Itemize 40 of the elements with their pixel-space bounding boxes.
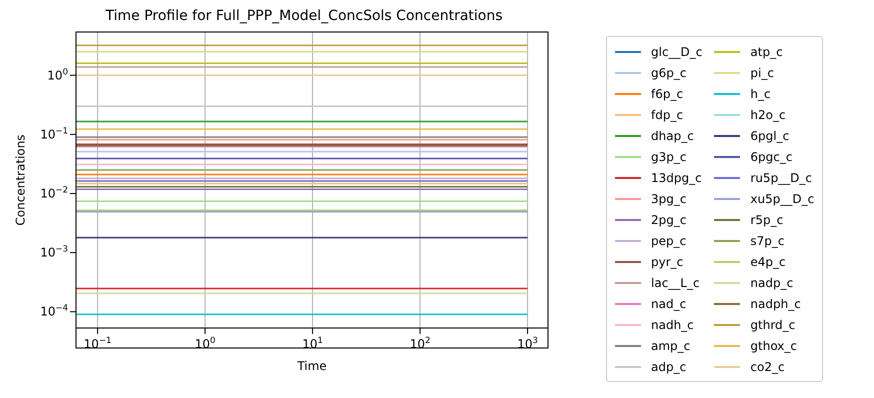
- legend-label: nadph_c: [750, 296, 801, 310]
- legend-label: gthox_c: [750, 338, 797, 352]
- y-tick-label: 10$^{−4}$: [40, 304, 68, 319]
- y-tick-label: 10$^{0}$: [47, 67, 68, 82]
- legend-label: f6p_c: [651, 86, 684, 100]
- legend-label: 13dpg_c: [651, 170, 702, 184]
- y-tick-label: 10$^{−1}$: [40, 126, 68, 142]
- legend-label: dhap_c: [651, 128, 694, 142]
- legend-label: e4p_c: [750, 254, 786, 268]
- legend-label: pep_c: [651, 234, 686, 248]
- legend-label: nadh_c: [651, 318, 694, 332]
- y-axis-title: Concentrations: [13, 134, 28, 226]
- legend-label: 6pgl_c: [750, 128, 790, 142]
- legend-label: atp_c: [750, 44, 783, 58]
- legend-label: r5p_c: [750, 212, 784, 226]
- legend-label: nad_c: [651, 296, 686, 310]
- legend-label: glc__D_c: [651, 44, 702, 58]
- x-axis-title: Time: [296, 359, 327, 373]
- legend-label: amp_c: [651, 338, 690, 352]
- chart-title: Time Profile for Full_PPP_Model_ConcSols Concentrations: [104, 8, 504, 24]
- legend-label: gthrd_c: [750, 318, 796, 332]
- legend-label: adp_c: [651, 360, 686, 374]
- y-tick-label: 10$^{−3}$: [40, 244, 68, 260]
- legend-label: fdp_c: [651, 108, 684, 122]
- legend-label: xu5p__D_c: [750, 192, 814, 206]
- legend-label: ru5p__D_c: [750, 170, 812, 184]
- legend-label: lac__L_c: [651, 276, 700, 290]
- legend-label: nadp_c: [750, 276, 794, 290]
- legend-label: co2_c: [750, 360, 785, 374]
- legend-label: s7p_c: [750, 234, 784, 248]
- legend-label: 6pgc_c: [750, 150, 792, 164]
- legend-label: 2pg_c: [651, 212, 686, 226]
- legend-label: g6p_c: [651, 66, 686, 80]
- legend-label: g3p_c: [651, 150, 686, 164]
- legend-label: 3pg_c: [651, 192, 686, 206]
- legend-label: pyr_c: [651, 254, 684, 268]
- legend-label: h2o_c: [750, 108, 786, 122]
- legend-label: pi_c: [750, 66, 774, 80]
- legend-label: h_c: [750, 86, 771, 100]
- y-tick-label: 10$^{−2}$: [40, 185, 68, 200]
